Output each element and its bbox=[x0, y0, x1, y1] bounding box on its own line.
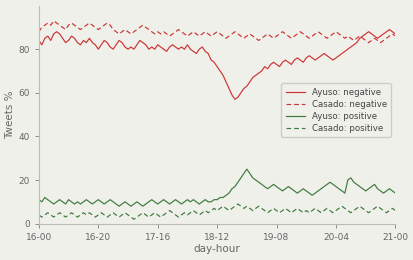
Casado: positive: (52, 6): positive: (52, 6) bbox=[190, 209, 195, 212]
Casado: negative: (120, 86): negative: (120, 86) bbox=[392, 35, 397, 38]
Casado: negative: (29, 89): negative: (29, 89) bbox=[122, 28, 127, 31]
Casado: positive: (28, 4): positive: (28, 4) bbox=[119, 213, 124, 217]
Casado: positive: (83, 7): positive: (83, 7) bbox=[282, 207, 287, 210]
Casado: negative: (0, 88): negative: (0, 88) bbox=[36, 30, 41, 33]
Ayuso: negative: (0, 84): negative: (0, 84) bbox=[36, 39, 41, 42]
Casado: negative: (114, 84): negative: (114, 84) bbox=[374, 39, 379, 42]
Casado: negative: (111, 83): negative: (111, 83) bbox=[365, 41, 370, 44]
Ayuso: positive: (52, 11): positive: (52, 11) bbox=[190, 198, 195, 201]
Ayuso: negative: (12, 85): negative: (12, 85) bbox=[72, 37, 77, 40]
Ayuso: negative: (66, 57): negative: (66, 57) bbox=[232, 98, 237, 101]
Ayuso: negative: (51, 80): negative: (51, 80) bbox=[188, 48, 192, 51]
Y-axis label: Tweets %: Tweets % bbox=[5, 90, 16, 139]
Ayuso: negative: (28, 83): negative: (28, 83) bbox=[119, 41, 124, 44]
Ayuso: positive: (12, 9): positive: (12, 9) bbox=[72, 203, 77, 206]
Ayuso: positive: (27, 8): positive: (27, 8) bbox=[116, 205, 121, 208]
Casado: negative: (76, 86): negative: (76, 86) bbox=[261, 35, 266, 38]
Casado: positive: (114, 8): positive: (114, 8) bbox=[374, 205, 379, 208]
Casado: positive: (0, 4): positive: (0, 4) bbox=[36, 213, 41, 217]
Casado: positive: (67, 9): positive: (67, 9) bbox=[235, 203, 240, 206]
Casado: negative: (13, 90): negative: (13, 90) bbox=[75, 26, 80, 29]
Ayuso: negative: (82, 74): negative: (82, 74) bbox=[279, 61, 284, 64]
Casado: positive: (32, 2): positive: (32, 2) bbox=[131, 218, 136, 221]
Ayuso: positive: (70, 25): positive: (70, 25) bbox=[244, 167, 249, 171]
Ayuso: positive: (29, 10): positive: (29, 10) bbox=[122, 200, 127, 203]
Line: Casado: negative: Casado: negative bbox=[39, 21, 394, 43]
Ayuso: positive: (120, 14): positive: (120, 14) bbox=[392, 192, 397, 195]
Ayuso: positive: (83, 16): positive: (83, 16) bbox=[282, 187, 287, 190]
Casado: negative: (5, 93): negative: (5, 93) bbox=[51, 19, 56, 22]
Casado: positive: (12, 4): positive: (12, 4) bbox=[72, 213, 77, 217]
Ayuso: negative: (76, 72): negative: (76, 72) bbox=[261, 65, 266, 68]
Casado: negative: (82, 88): negative: (82, 88) bbox=[279, 30, 284, 33]
Casado: negative: (52, 88): negative: (52, 88) bbox=[190, 30, 195, 33]
X-axis label: day-hour: day-hour bbox=[193, 244, 240, 255]
Ayuso: positive: (114, 16): positive: (114, 16) bbox=[374, 187, 379, 190]
Casado: positive: (77, 5): positive: (77, 5) bbox=[264, 211, 269, 214]
Ayuso: positive: (0, 11): positive: (0, 11) bbox=[36, 198, 41, 201]
Ayuso: negative: (113, 86): negative: (113, 86) bbox=[371, 35, 376, 38]
Ayuso: negative: (120, 87): negative: (120, 87) bbox=[392, 32, 397, 35]
Ayuso: negative: (118, 89): negative: (118, 89) bbox=[386, 28, 391, 31]
Line: Casado: positive: Casado: positive bbox=[39, 204, 394, 219]
Line: Ayuso: negative: Ayuso: negative bbox=[39, 30, 394, 99]
Ayuso: positive: (77, 16): positive: (77, 16) bbox=[264, 187, 269, 190]
Casado: positive: (120, 6): positive: (120, 6) bbox=[392, 209, 397, 212]
Legend: Ayuso: negative, Casado: negative, Ayuso: positive, Casado: positive: Ayuso: negative, Casado: negative, Ayuso… bbox=[281, 83, 390, 137]
Line: Ayuso: positive: Ayuso: positive bbox=[39, 169, 394, 206]
